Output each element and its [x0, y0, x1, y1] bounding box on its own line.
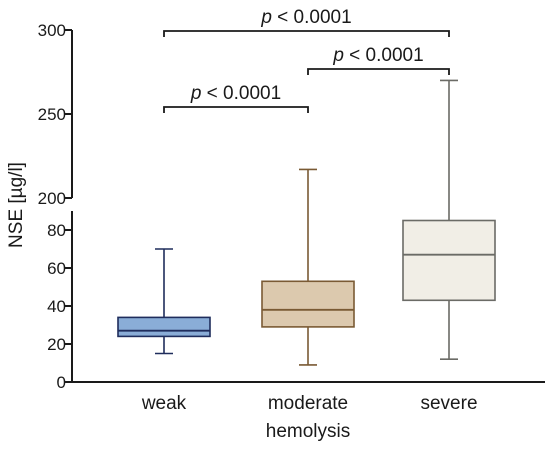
iqr-box-moderate [261, 280, 355, 328]
x-axis-title: hemolysis [266, 421, 350, 442]
lower-tick-label-40: 40 [47, 297, 66, 316]
upper-tick-label-300: 300 [38, 21, 66, 40]
p-value-label: p < 0.0001 [332, 45, 423, 66]
box-weak [117, 248, 211, 355]
y-axis-title: NSE [µg/l] [6, 162, 27, 248]
bracket-line [163, 106, 309, 113]
boxes [117, 79, 496, 366]
category-label-severe: severe [420, 393, 477, 414]
p-symbol: p [260, 7, 272, 28]
p-value: < 0.0001 [272, 7, 352, 28]
lower-tick-label-80: 80 [47, 221, 66, 240]
comparison-weak-severe: p < 0.0001 [163, 7, 450, 37]
upper-tick-label-200: 200 [38, 189, 66, 208]
p-symbol: p [332, 45, 344, 66]
bracket-line [163, 30, 450, 37]
category-label-weak: weak [141, 393, 187, 414]
lower-tick-label-60: 60 [47, 259, 66, 278]
y-ticks: 0 20 40 60 80 200 250 300 [38, 21, 72, 392]
p-value-label: p < 0.0001 [190, 83, 281, 104]
lower-tick-label-20: 20 [47, 335, 66, 354]
iqr-box-severe [402, 219, 496, 302]
box-severe [402, 79, 496, 361]
p-value: < 0.0001 [201, 83, 281, 104]
p-value-label: p < 0.0001 [260, 7, 351, 28]
comparison-moderate-severe: p < 0.0001 [307, 45, 450, 75]
bracket-line [307, 68, 450, 75]
comparison-weak-moderate: p < 0.0001 [163, 83, 309, 113]
category-label-moderate: moderate [268, 393, 348, 414]
box-moderate [261, 168, 355, 366]
p-value: < 0.0001 [344, 45, 424, 66]
lower-tick-label-0: 0 [57, 373, 66, 392]
x-category-labels: weak moderate severe [141, 393, 478, 414]
iqr-box-weak [117, 316, 211, 338]
p-symbol: p [190, 83, 202, 104]
upper-tick-label-250: 250 [38, 105, 66, 124]
